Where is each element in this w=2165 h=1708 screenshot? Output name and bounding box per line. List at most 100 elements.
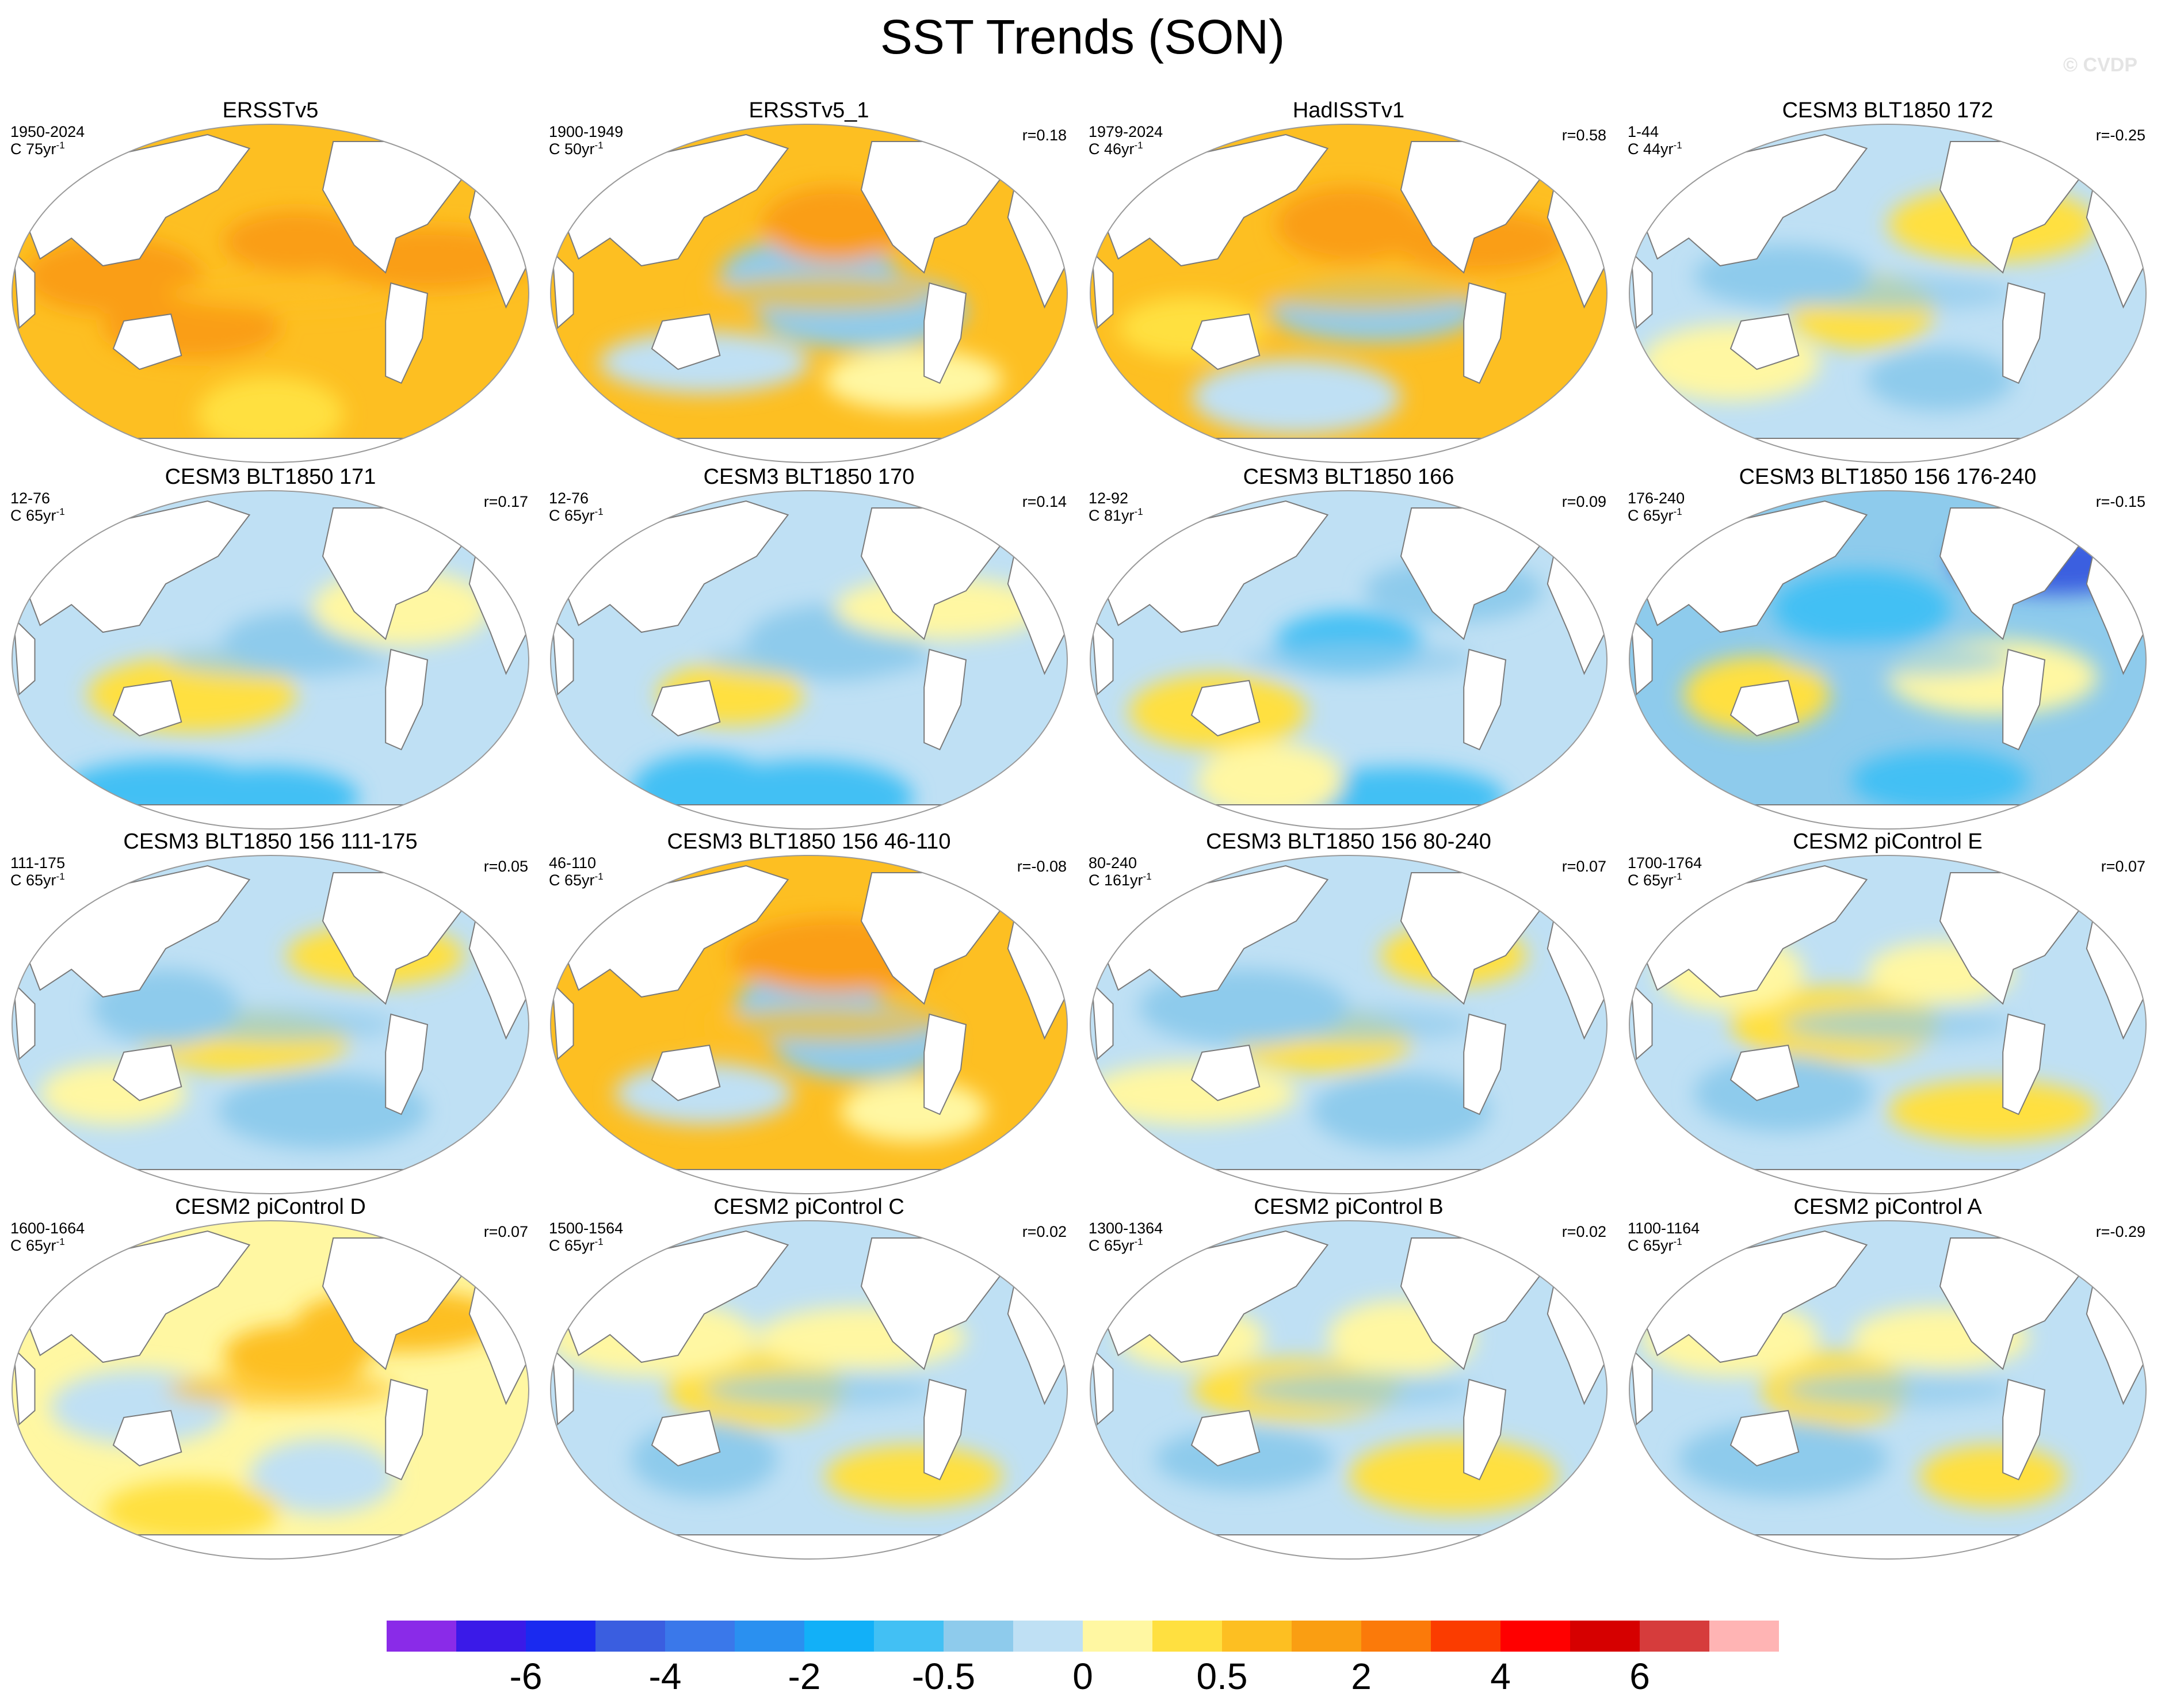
- pattern-correlation: r=-0.25: [2095, 127, 2145, 144]
- panel-title: CESM2 piControl D: [175, 1195, 366, 1219]
- south-america-land: [385, 1378, 429, 1481]
- anomaly-region: [218, 1073, 427, 1149]
- pattern-correlation: r=0.02: [1561, 1223, 1606, 1240]
- equatorial-band: [166, 643, 396, 677]
- australia-land: [1190, 1044, 1261, 1102]
- units-exponent: -1: [1134, 1236, 1143, 1247]
- antarctica-land: [589, 438, 1029, 463]
- equatorial-band: [704, 276, 935, 311]
- pattern-correlation: r=0.05: [483, 858, 528, 875]
- anomaly-region: [824, 1445, 1003, 1507]
- map-panel: CESM3 BLT1850 170 12-76 C 65yr-1 r=0.14: [539, 464, 1079, 832]
- africa-west-land: [13, 981, 36, 1061]
- antarctica-land: [1667, 1169, 2108, 1194]
- equatorial-band: [1783, 643, 2014, 677]
- australia-land: [1729, 1044, 1800, 1102]
- equatorial-band: [166, 1373, 396, 1407]
- colorbar-box: [1292, 1621, 1361, 1652]
- africa-west-land: [1091, 981, 1114, 1061]
- australia-land: [651, 313, 721, 370]
- colorbar-tick-label: 0.5: [1196, 1656, 1248, 1697]
- figure-title: SST Trends (SON): [880, 10, 1285, 64]
- anomaly-region: [249, 1438, 396, 1514]
- australia-land: [112, 313, 182, 370]
- map-panel: CESM2 piControl B 1300-1364 C 65yr-1 r=0.02: [1078, 1194, 1619, 1562]
- equatorial-band: [1244, 643, 1475, 677]
- antarctica-land: [1667, 1534, 2108, 1559]
- anomaly-region: [1192, 359, 1401, 435]
- trend-units-label: C 161yr-1: [1089, 872, 1152, 889]
- south-america-land: [1463, 1378, 1507, 1481]
- africa-west-land: [13, 250, 36, 330]
- period-label: 80-240: [1089, 854, 1137, 872]
- asia-land: [1102, 133, 1329, 267]
- asia-land: [562, 865, 789, 998]
- anomaly-region: [1275, 186, 1422, 262]
- panel-title: CESM3 BLT1850 172: [1782, 98, 1994, 123]
- units-exponent: -1: [1134, 506, 1143, 517]
- colorbar-tick-label: -2: [788, 1656, 821, 1697]
- asia-land: [1641, 133, 1868, 267]
- pattern-correlation: r=0.14: [1022, 493, 1067, 510]
- anomaly-region: [1678, 1421, 1888, 1497]
- anomaly-region: [1888, 1080, 2097, 1142]
- trend-length: C 65yr: [10, 507, 56, 524]
- colorbar-tick-label: -0.5: [911, 1656, 976, 1697]
- period-label: 1700-1764: [1628, 854, 1702, 872]
- africa-west-land: [1091, 1347, 1114, 1426]
- panel-title: CESM3 BLT1850 156 176-240: [1739, 465, 2037, 489]
- units-exponent: -1: [1673, 871, 1682, 882]
- trend-units-label: C 65yr-1: [10, 507, 65, 524]
- units-exponent: -1: [56, 871, 65, 882]
- period-label: 1-44: [1628, 123, 1659, 140]
- trend-units-label: C 65yr-1: [10, 872, 65, 889]
- period-label: 1950-2024: [10, 123, 85, 140]
- south-america-land: [2002, 1013, 2046, 1115]
- map-outline: [1629, 1220, 2147, 1560]
- pattern-correlation: r=0.07: [2101, 858, 2145, 875]
- trend-length: C 65yr: [1089, 1237, 1135, 1254]
- map-plot: [1090, 855, 1607, 1194]
- panel-title: CESM2 piControl B: [1254, 1195, 1444, 1219]
- map-outline: [1629, 124, 2147, 463]
- map-panel: CESM2 piControl A 1100-1164 C 65yr-1 r=-0.2…: [1617, 1194, 2158, 1562]
- antarctica-land: [50, 1534, 491, 1559]
- map-panel: CESM3 BLT1850 172 1-44 C 44yr-1 r=-0.25: [1617, 98, 2158, 466]
- asia-land: [1641, 1230, 1868, 1363]
- colorbar-tick-label: 2: [1351, 1656, 1372, 1697]
- australia-land: [651, 1044, 721, 1102]
- map-panel: ERSSTv5_1 1900-1949 C 50yr-1 r=0.18: [539, 98, 1079, 466]
- pattern-correlation: r=0.07: [483, 1223, 528, 1240]
- anomaly-region: [1349, 1438, 1558, 1514]
- colorbar-tick-label: 0: [1072, 1656, 1093, 1697]
- africa-west-land: [13, 617, 36, 696]
- panel-title: CESM2 piControl A: [1793, 1195, 1982, 1219]
- pattern-correlation: r=0.09: [1561, 493, 1606, 510]
- map-plot: [12, 1220, 529, 1560]
- map-outline: [1090, 1220, 1607, 1560]
- south-america-land: [1463, 1013, 1507, 1115]
- panel-title: CESM3 BLT1850 156 80-240: [1206, 830, 1491, 854]
- pattern-correlation: r=0.58: [1561, 127, 1606, 144]
- map-plot: [12, 855, 529, 1194]
- colorbar-box: [456, 1621, 526, 1652]
- anomaly-region: [600, 331, 809, 393]
- colorbar-tick-label: 6: [1629, 1656, 1650, 1697]
- anomaly-region: [1090, 1063, 1296, 1125]
- trend-length: C 50yr: [549, 140, 595, 158]
- south-america-land: [385, 648, 429, 751]
- trend-length: C 75yr: [10, 140, 56, 158]
- colorbar-box: [1570, 1621, 1640, 1652]
- africa-west-land: [1091, 250, 1114, 330]
- anomaly-region: [840, 1080, 987, 1142]
- colorbar-box: [665, 1621, 735, 1652]
- australia-land: [112, 679, 182, 737]
- australia-land: [1729, 1409, 1800, 1467]
- map-plot: [1629, 855, 2147, 1194]
- map-panel: CESM3 BLT1850 156 111-175 111-175 C 65yr-1…: [0, 829, 541, 1197]
- panel-title: ERSSTv5: [222, 98, 319, 123]
- colorbar-box: [1640, 1621, 1709, 1652]
- trend-units-label: C 65yr-1: [549, 872, 604, 889]
- equatorial-band: [1783, 276, 2014, 311]
- trend-length: C 46yr: [1089, 140, 1135, 158]
